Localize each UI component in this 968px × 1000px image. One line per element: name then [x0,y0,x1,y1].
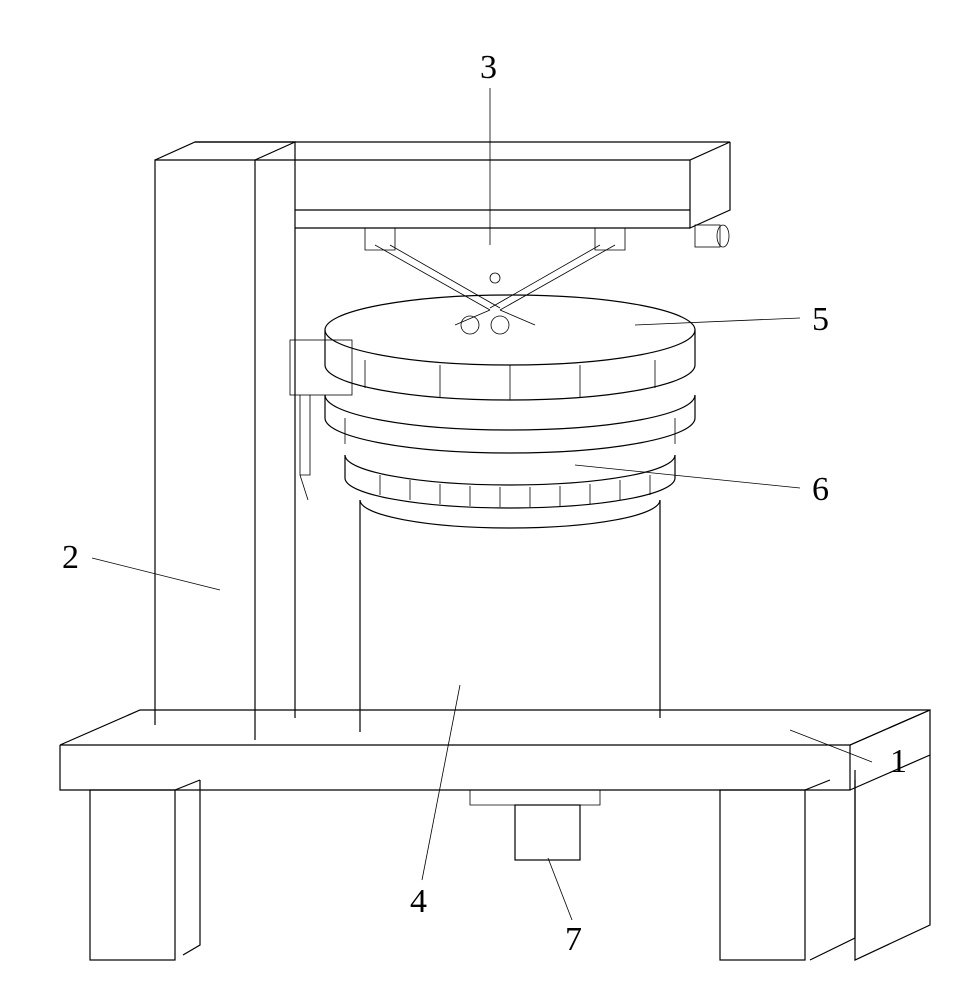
column-bracket [290,340,352,500]
vertical-column [155,142,295,740]
technical-diagram: 1 2 3 4 5 6 7 [0,0,968,1000]
labels: 1 2 3 4 5 6 7 [62,49,907,958]
label-1: 1 [890,743,907,780]
slotted-ring [345,418,675,508]
label-3: 3 [480,49,497,86]
base-table [60,710,930,960]
cylinder-body [360,500,660,732]
scissor-link [365,225,729,334]
top-beam [195,142,730,228]
label-6: 6 [812,471,829,508]
second-disc [325,360,695,453]
bottom-motor [470,790,600,860]
label-5: 5 [812,301,829,338]
label-7: 7 [565,921,582,958]
label-2: 2 [62,539,79,576]
label-4: 4 [410,883,427,920]
